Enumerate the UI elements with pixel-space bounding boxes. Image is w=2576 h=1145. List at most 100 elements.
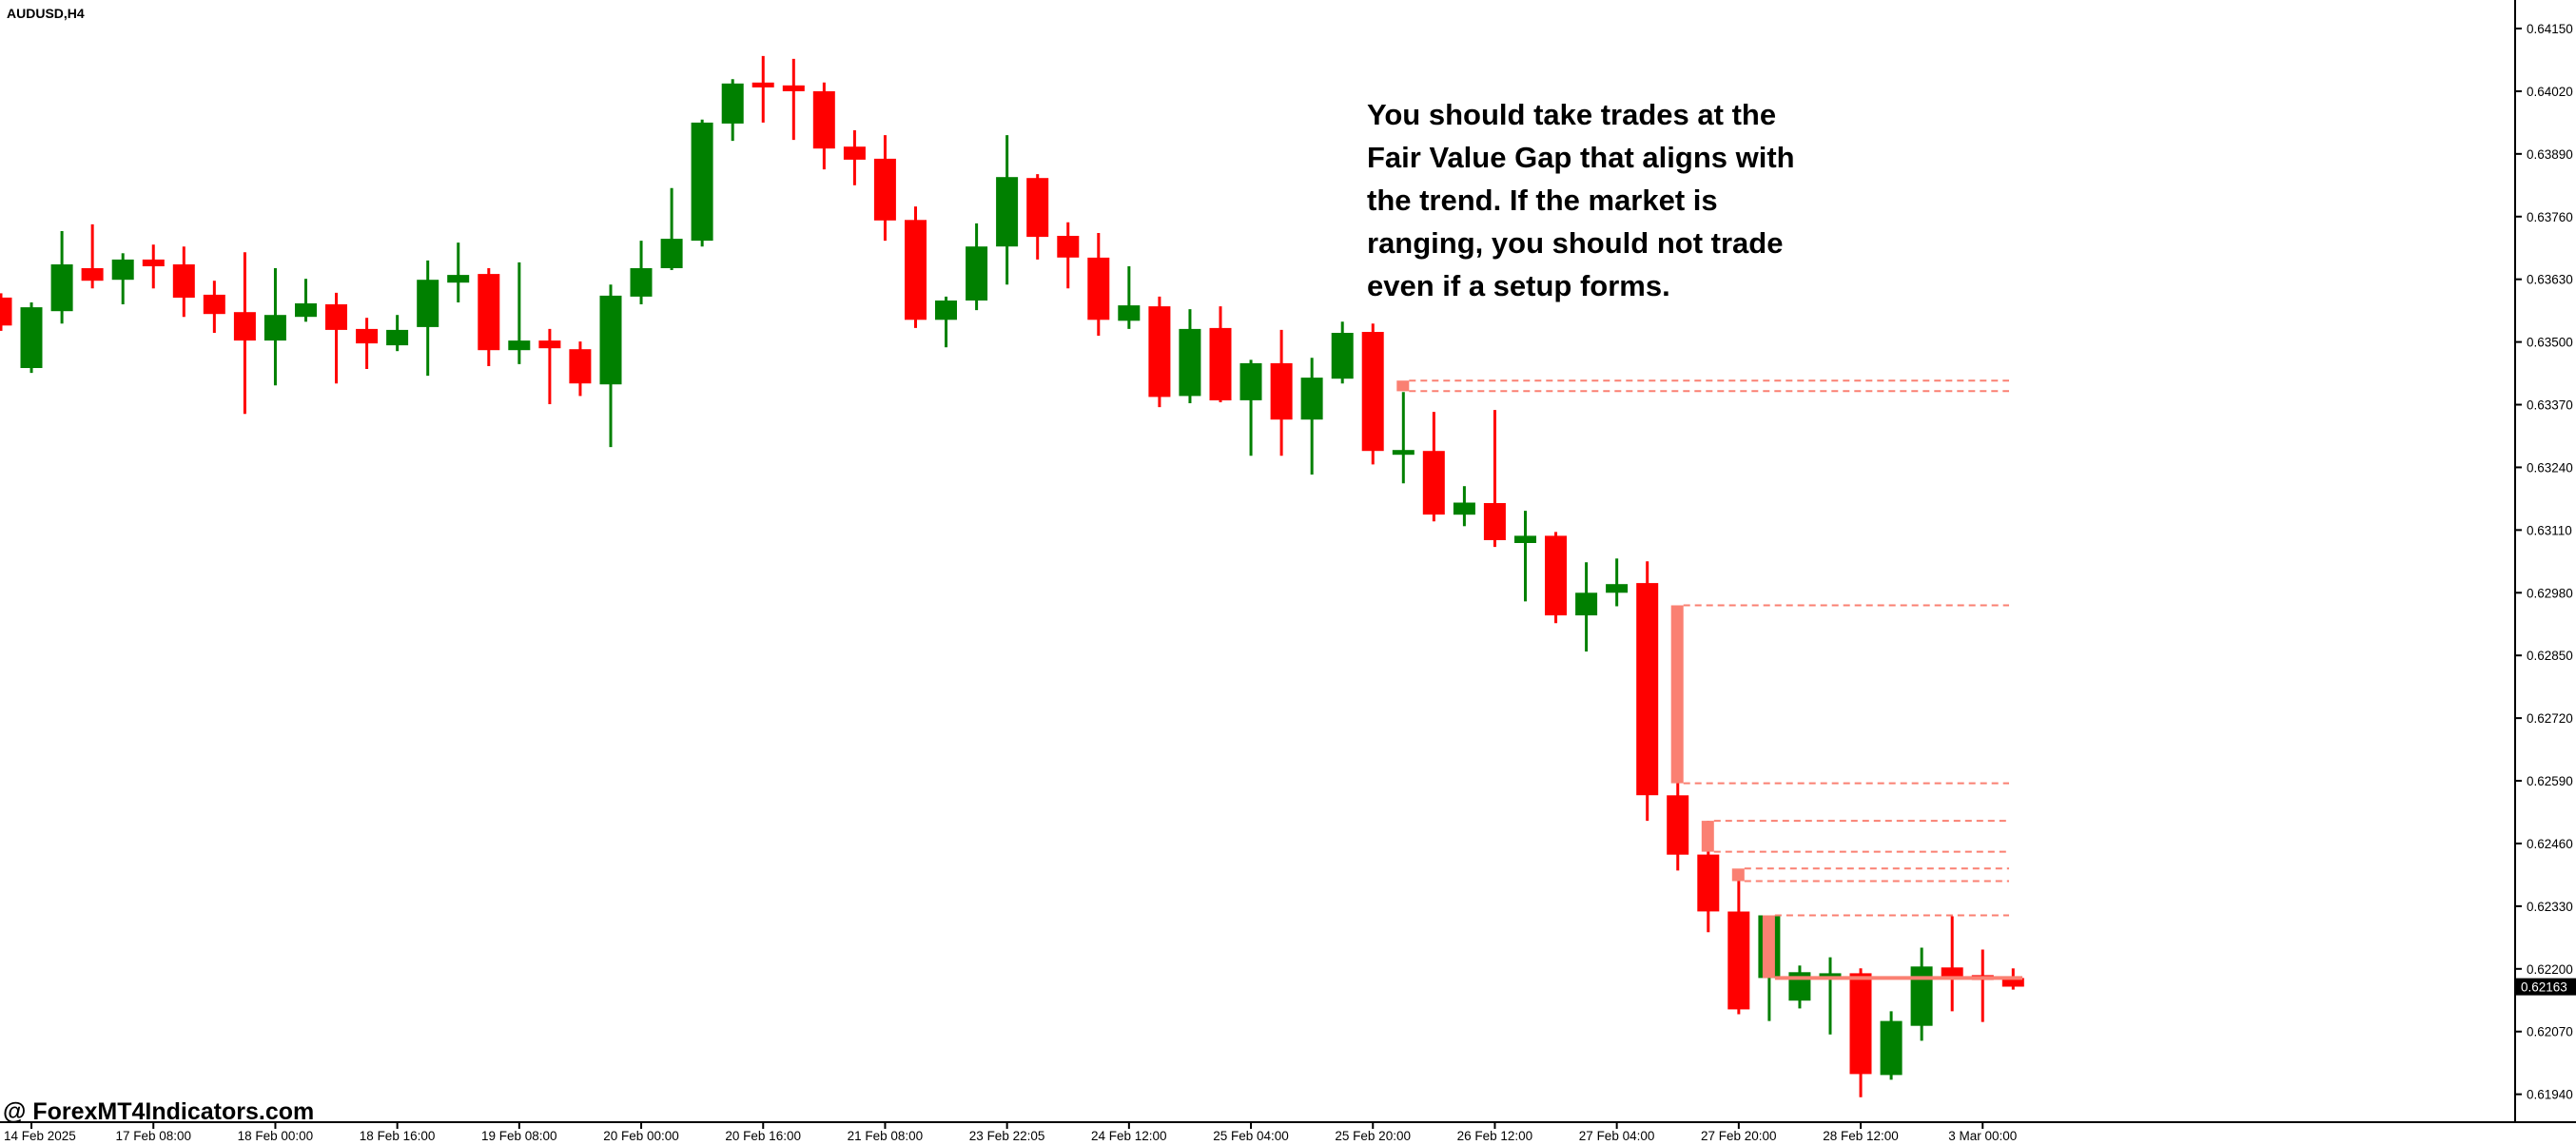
candle-body-bull [20,307,43,368]
candle-body-bear [905,220,927,320]
candle-body-bull [1819,973,1842,979]
candle-body-bull [721,83,744,124]
candle-body-bull [1453,502,1475,515]
time-axis-label[interactable]: 26 Feb 12:00 [1457,1129,1533,1143]
time-axis-label[interactable]: 20 Feb 16:00 [725,1129,801,1143]
time-axis-label[interactable]: 28 Feb 12:00 [1823,1129,1899,1143]
candle-body-bear [1483,503,1506,540]
price-axis-label[interactable]: 0.62980 [2527,586,2573,600]
time-axis-label[interactable]: 25 Feb 20:00 [1335,1129,1411,1143]
time-axis-label[interactable]: 19 Feb 08:00 [481,1129,557,1143]
price-axis-label[interactable]: 0.62070 [2527,1025,2573,1039]
time-axis-label[interactable]: 21 Feb 08:00 [848,1129,924,1143]
time-axis-labels[interactable]: 14 Feb 2025 17 Feb 08:00 18 Feb 00:00 18 Fe… [4,1129,2017,1143]
current-price-label: 0.62163 [2521,980,2567,995]
candle-body-bear [1636,583,1659,796]
candle-body-bear [478,274,500,351]
price-axis-label[interactable]: 0.61940 [2527,1088,2573,1102]
candle-body-bear [812,90,835,149]
candle-body-bear [782,85,805,91]
candle-body-bull [935,301,957,320]
time-axis-label[interactable]: 3 Mar 00:00 [1948,1129,2017,1143]
candle-body-bull [1331,333,1354,379]
time-axis-label[interactable]: 24 Feb 12:00 [1091,1129,1167,1143]
candle-body-bear [538,340,561,349]
candle-body-bull [1179,328,1201,397]
candle-body-bear [1545,535,1567,616]
candle-body-bear [81,268,104,281]
fvg-marker [1731,868,1745,882]
candle-body-bull [111,259,134,281]
candle-body-bear [1422,451,1445,515]
candle-body-bear [751,82,774,87]
time-axis-label[interactable]: 17 Feb 08:00 [116,1129,192,1143]
time-axis-label[interactable]: 27 Feb 04:00 [1579,1129,1655,1143]
time-axis-label[interactable]: 27 Feb 20:00 [1701,1129,1777,1143]
time-axis-label[interactable]: 18 Feb 16:00 [360,1129,436,1143]
candle-body-bull [508,340,531,351]
candle-body-bull [447,275,470,283]
time-axis-label[interactable]: 20 Feb 00:00 [603,1129,679,1143]
price-axis-label[interactable]: 0.63110 [2527,523,2572,537]
candle-body-bear [1727,911,1750,1010]
price-axis-label[interactable]: 0.63370 [2527,398,2573,413]
candle-body-bear [1087,257,1110,320]
candle-body-bear [569,349,592,384]
candle-body-bear [203,294,225,315]
annotation-line: the trend. If the market is [1367,184,1718,217]
fvg-marker [1670,605,1684,784]
time-axis-label[interactable]: 14 Feb 2025 [4,1129,76,1143]
candle-body-bull [295,303,317,318]
fvg-marker [1762,915,1775,979]
candle-body-bull [966,246,988,301]
annotation-line: ranging, you should not trade [1367,226,1783,260]
candle-body-bear [0,297,12,326]
candle-body-bull [417,280,439,327]
candle-body-bull [691,122,713,242]
candle-body-bear [1849,973,1872,1075]
current-price-box [2516,978,2576,996]
time-axis-label[interactable]: 25 Feb 04:00 [1213,1129,1289,1143]
candle-body-bear [1209,327,1232,400]
candle-body-bear [1270,362,1293,420]
candle-body-bear [873,158,896,221]
candle-body-bull [996,177,1019,247]
price-axis-label[interactable]: 0.62460 [2527,837,2573,851]
candle-body-bear [1057,236,1080,258]
price-axis-label[interactable]: 0.63240 [2527,460,2573,475]
price-axis-label[interactable]: 0.63760 [2527,210,2573,224]
candle-body-bear [1026,178,1049,238]
annotation-line: You should take trades at the [1367,98,1776,131]
price-axis-labels[interactable]: 0.64150 0.64020 0.63890 0.63760 0.63630 0.635… [2527,22,2573,1102]
fvg-marker [1396,380,1410,392]
time-axis-label[interactable]: 23 Feb 22:05 [969,1129,1045,1143]
candle-body-bull [1880,1020,1903,1076]
price-axis-label[interactable]: 0.64020 [2527,85,2573,99]
candle-body-bull [1239,362,1262,400]
candle-body-bull [1392,450,1415,456]
watermark: @ ForexMT4Indicators.com [3,1098,314,1125]
chart-symbol-title: AUDUSD,H4 [7,6,85,21]
candle-body-bear [1697,854,1720,912]
fvg-zones-layer [1396,379,2022,980]
price-axis-label[interactable]: 0.62850 [2527,649,2573,663]
candle-body-bull [599,295,622,385]
price-axis-label[interactable]: 0.62720 [2527,711,2573,726]
candle-body-bull [630,268,653,297]
time-axis-label[interactable]: 18 Feb 00:00 [238,1129,314,1143]
candle-body-bear [356,328,379,344]
candle-body-bull [1514,535,1536,543]
candle-body-bull [386,329,409,346]
price-axis-label[interactable]: 0.64150 [2527,22,2573,36]
price-axis-label[interactable]: 0.62330 [2527,900,2573,914]
price-axis-label[interactable]: 0.63630 [2527,273,2573,287]
price-axis-label[interactable]: 0.63500 [2527,336,2573,350]
candle-body-bear [1667,795,1689,855]
candle-body-bear [172,264,195,298]
price-axis-label[interactable]: 0.63890 [2527,147,2573,162]
price-axis-label[interactable]: 0.62590 [2527,774,2573,788]
price-axis-label[interactable]: 0.62200 [2527,962,2573,977]
